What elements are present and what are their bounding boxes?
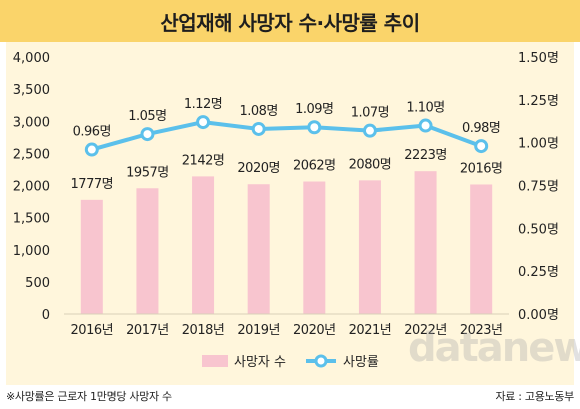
legend-bar-label: 사망자 수	[234, 355, 286, 370]
x-tick-label: 2023년	[460, 323, 503, 338]
bar-value-label: 2016명	[460, 161, 503, 176]
y-left-tick-label: 3,500	[13, 83, 50, 98]
y-left-tick-label: 2,500	[13, 147, 50, 162]
rate-value-label: 1.08명	[239, 104, 277, 119]
rate-point	[418, 118, 433, 133]
y-left-tick-label: 1,000	[13, 244, 50, 259]
x-tick-label: 2021년	[349, 323, 392, 338]
y-right-tick-label: 0.50명	[518, 222, 559, 237]
rate-line	[91, 120, 482, 152]
bar	[136, 188, 159, 314]
x-tick-label: 2019년	[237, 323, 280, 338]
y-right-tick-label: 1.25명	[518, 94, 559, 109]
rate-point	[362, 123, 377, 138]
y-right-tick-label: 1.00명	[518, 137, 559, 152]
rate-value-label: 1.10명	[406, 101, 444, 116]
rate-point	[140, 127, 155, 142]
bar-value-label: 2080명	[349, 157, 392, 172]
rate-point	[84, 142, 99, 157]
bar	[358, 180, 381, 314]
rate-value-label: 0.98명	[462, 121, 500, 136]
rate-value-label: 0.96명	[73, 125, 111, 140]
legend-bar-swatch	[202, 355, 228, 367]
x-tick-label: 2020년	[293, 323, 336, 338]
bar-value-label: 1957명	[126, 165, 169, 180]
source-note: 자료 : 고용노동부	[495, 390, 574, 403]
bar	[192, 176, 215, 314]
chart-title: 산업재해 사망자 수·사망률 추이	[160, 10, 420, 35]
y-right-tick-label: 0.00명	[518, 308, 559, 323]
bar	[303, 181, 326, 314]
bar-value-label: 1777명	[71, 177, 114, 192]
bar	[80, 199, 103, 314]
rate-value-label: 1.05명	[128, 109, 166, 124]
x-tick-label: 2017년	[126, 323, 169, 338]
rate-value-label: 1.09명	[295, 102, 333, 117]
x-tick-label: 2016년	[71, 323, 114, 338]
y-right-tick-label: 0.75명	[518, 180, 559, 195]
rate-point	[474, 139, 489, 154]
y-right-tick-label: 0.25명	[518, 265, 559, 280]
y-left-tick-label: 1,500	[13, 212, 50, 227]
y-left-tick-label: 0	[42, 308, 50, 323]
bar	[414, 171, 437, 314]
rate-point	[251, 121, 266, 136]
y-left-tick-label: 500	[25, 276, 50, 291]
bar-value-label: 2062명	[293, 159, 336, 174]
x-tick-label: 2018년	[182, 323, 225, 338]
footnote: ※사망률은 근로자 1만명당 사망자 수	[6, 390, 172, 403]
legend-line-marker	[314, 354, 328, 368]
legend-line-label: 사망률	[343, 355, 379, 370]
x-tick-label: 2022년	[404, 323, 447, 338]
chart-panel: 0 500 1,000 1,500 2,000 2,500 3,000 3,500 4,000 0…	[6, 42, 574, 385]
y-left-tick-label: 3,000	[13, 115, 50, 130]
combo-chart: 0 500 1,000 1,500 2,000 2,500 3,000 3,500 4,000 0…	[13, 51, 559, 370]
y-left-tick-label: 2,000	[13, 180, 50, 195]
rate-point	[196, 115, 211, 130]
rate-value-label: 1.12명	[184, 97, 222, 112]
bar-value-label: 2142명	[182, 153, 225, 168]
y-left-tick-label: 4,000	[13, 51, 50, 66]
chart-title-bar: 산업재해 사망자 수·사망률 추이	[0, 0, 580, 42]
bar-value-label: 2020명	[237, 161, 280, 176]
bar-value-label: 2223명	[404, 148, 447, 163]
y-right-tick-label: 1.50명	[518, 51, 559, 66]
bar	[470, 184, 493, 314]
bar	[247, 184, 270, 314]
rate-point	[307, 120, 322, 135]
watermark-logo: datanews	[408, 325, 580, 371]
rate-value-label: 1.07명	[351, 106, 389, 121]
